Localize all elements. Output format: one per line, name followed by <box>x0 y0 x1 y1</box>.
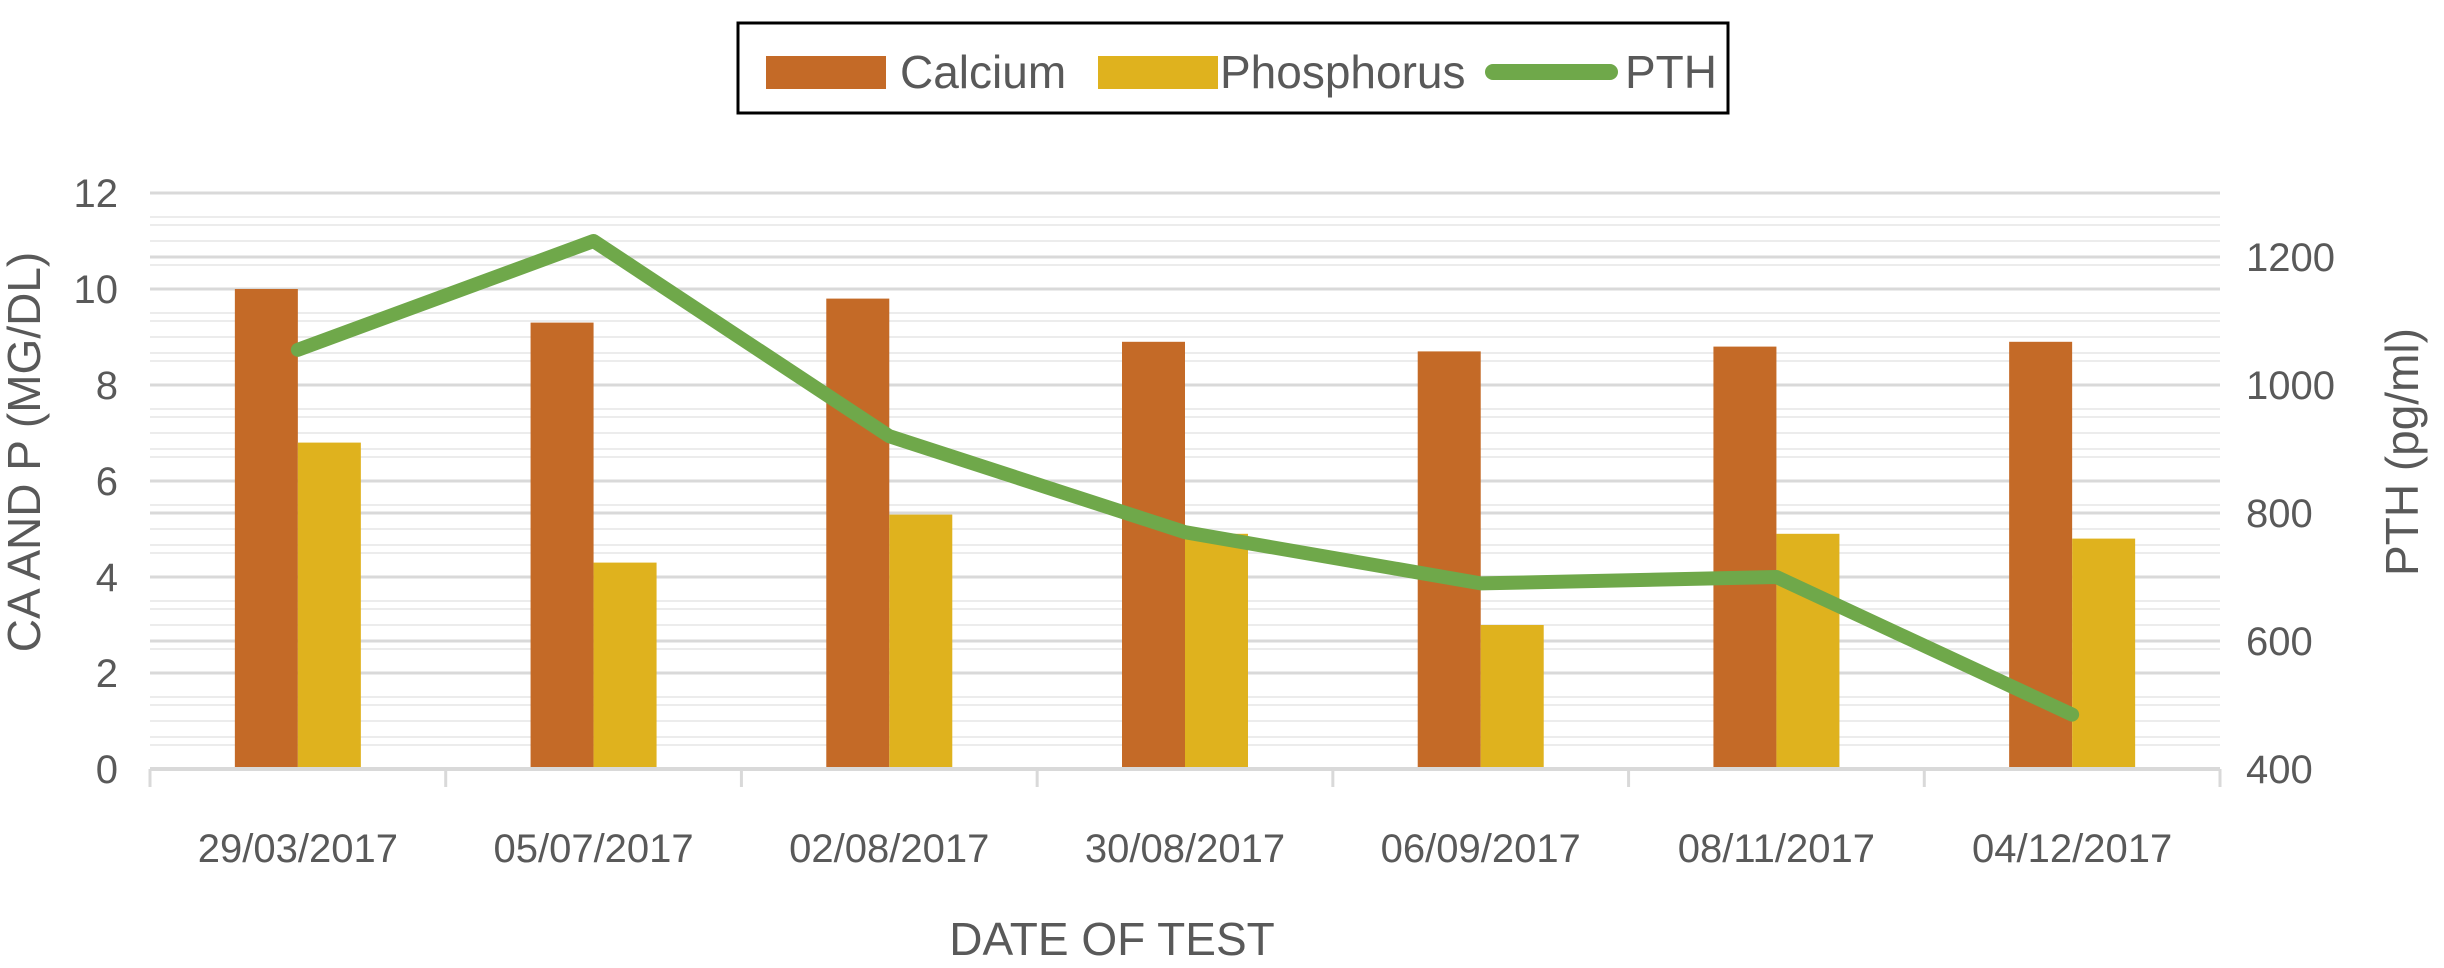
x-axis-title: DATE OF TEST <box>949 913 1274 965</box>
x-tick-label: 08/11/2017 <box>1678 827 1875 871</box>
bars <box>234 289 2136 769</box>
bar-phosphorus <box>2072 538 2136 769</box>
y2-tick-label: 800 <box>2246 492 2313 536</box>
x-tick-label: 29/03/2017 <box>198 827 398 871</box>
bar-calcium <box>1417 351 1481 769</box>
x-tick-label: 05/07/2017 <box>493 827 693 871</box>
y-tick-label: 10 <box>74 268 119 312</box>
y2-tick-label: 400 <box>2246 748 2313 792</box>
legend-swatch-phosphorus <box>1098 56 1218 89</box>
y-tick-label: 2 <box>96 652 118 696</box>
y-tick-label: 0 <box>96 748 118 792</box>
bar-phosphorus <box>297 442 361 769</box>
axes <box>148 767 2222 787</box>
bar-calcium <box>1713 346 1777 769</box>
legend-label-phosphorus: Phosphorus <box>1220 46 1466 98</box>
bar-phosphorus <box>1185 533 1248 769</box>
y-tick-label: 12 <box>74 172 119 216</box>
pth-line-layer <box>290 234 2080 722</box>
bar-phosphorus <box>593 562 657 769</box>
x-tick-label: 02/08/2017 <box>789 827 989 871</box>
legend-swatch-calcium <box>766 56 886 89</box>
bar-phosphorus <box>1480 625 1544 769</box>
bar-phosphorus <box>1776 533 1840 769</box>
y-tick-label: 8 <box>96 364 118 408</box>
bar-calcium <box>234 289 298 769</box>
series-line-pth <box>290 234 2080 722</box>
y-tick-label: 6 <box>96 460 118 504</box>
y-tick-label: 4 <box>96 556 118 600</box>
legend-label-calcium: Calcium <box>900 46 1066 98</box>
bar-calcium <box>530 322 594 769</box>
y2-tick-label: 1200 <box>2246 236 2335 280</box>
x-tick-label: 04/12/2017 <box>1972 827 2172 871</box>
x-tick-label: 30/08/2017 <box>1085 827 1285 871</box>
y2-tick-label: 600 <box>2246 620 2313 664</box>
bar-calcium <box>1122 341 1185 769</box>
tick-labels: 29/03/2017 05/07/2017 02/08/2017 30/08/2017… <box>74 172 2335 871</box>
x-tick-label: 06/09/2017 <box>1381 827 1581 871</box>
legend: Calcium Phosphorus PTH <box>736 21 1730 115</box>
bar-phosphorus <box>889 514 953 769</box>
y-axis-title: CA AND P (MG/DL) <box>0 252 50 652</box>
legend-label-pth: PTH <box>1625 46 1717 98</box>
y2-tick-label: 1000 <box>2246 364 2335 408</box>
y2-axis-title: PTH (pg/ml) <box>2376 328 2428 576</box>
bar-calcium <box>826 298 890 769</box>
